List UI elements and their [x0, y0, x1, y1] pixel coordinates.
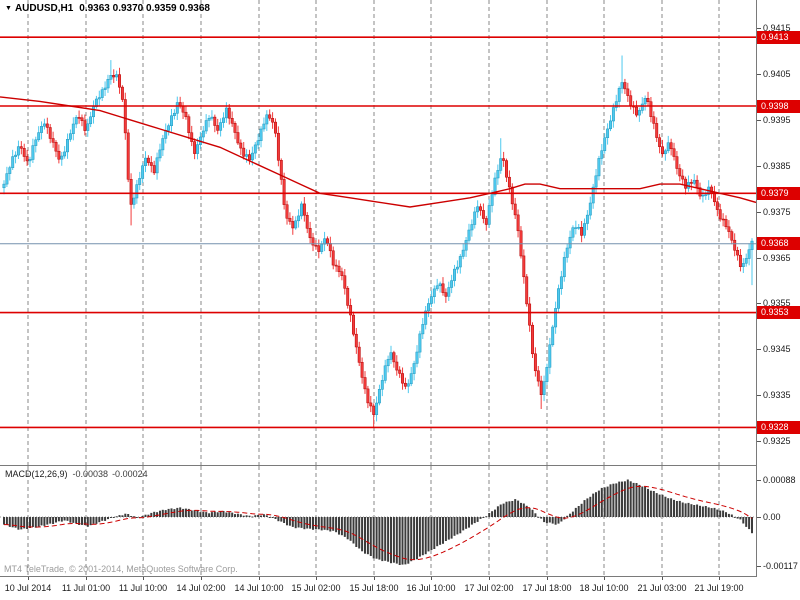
price-tick-label: 0.9365 [763, 253, 791, 263]
grid-lines [27, 0, 720, 465]
price-tick-label: 0.9405 [763, 69, 791, 79]
price-axis-tickmark [757, 212, 761, 213]
price-axis-tickmark [757, 120, 761, 121]
time-axis[interactable]: 10 Jul 2014 11 Jul 01:00 11 Jul 10:00 14 Ju… [0, 577, 800, 600]
macd-tick-label: 0.00088 [763, 475, 796, 485]
time-axis-label: 17 Jul 02:00 [464, 583, 514, 593]
time-axis-tickmark [662, 577, 663, 580]
candlesticks [2, 55, 754, 428]
time-axis-label: 14 Jul 10:00 [234, 583, 284, 593]
copyright-text: MT4 TeleTrade, © 2001-2014, MetaQuotes S… [4, 564, 238, 574]
price-level-badge: 0.9413 [757, 31, 800, 44]
macd-tick-label: 0.00 [763, 512, 781, 522]
time-axis-tickmark [719, 577, 720, 580]
time-axis-tickmark [28, 577, 29, 580]
price-chart-area[interactable]: ▼ AUDUSD,H1 0.9363 0.9370 0.9359 0.9368 [0, 0, 756, 466]
time-axis-label: 18 Jul 10:00 [579, 583, 629, 593]
price-level-badge: 0.9398 [757, 100, 800, 113]
time-axis-label: 14 Jul 02:00 [176, 583, 226, 593]
time-axis-tickmark [143, 577, 144, 580]
price-tick-label: 0.9395 [763, 115, 791, 125]
price-tick-label: 0.9355 [763, 298, 791, 308]
price-tick-label: 0.9415 [763, 23, 791, 33]
price-tick-label: 0.9375 [763, 207, 791, 217]
price-axis-tickmark [757, 441, 761, 442]
price-tick-label: 0.9345 [763, 344, 791, 354]
time-axis-tickmark [374, 577, 375, 580]
macd-indicator-panel[interactable]: MACD(12,26,9) -0.00038 -0.00024 MT4 TeleTr… [0, 466, 756, 577]
macd-signal-value: -0.00024 [112, 469, 148, 479]
horizontal-level-lines[interactable] [0, 36, 756, 429]
time-axis-label: 15 Jul 02:00 [291, 583, 341, 593]
macd-name: MACD(12,26,9) [5, 469, 68, 479]
time-axis-tickmark [489, 577, 490, 580]
price-tick-label: 0.9325 [763, 436, 791, 446]
collapse-triangle-icon[interactable]: ▼ [5, 5, 12, 12]
price-axis-tickmark [757, 28, 761, 29]
price-axis-tickmark [757, 349, 761, 350]
price-level-badge: 0.9353 [757, 306, 800, 319]
macd-indicator-label: MACD(12,26,9) -0.00038 -0.00024 [5, 469, 148, 479]
price-level-badge: 0.9328 [757, 421, 800, 434]
time-axis-tickmark [259, 577, 260, 580]
price-level-badge: 0.9368 [757, 237, 800, 250]
macd-axis-tickmark [757, 480, 761, 481]
price-axis-tickmark [757, 395, 761, 396]
price-axis[interactable]: 0.9415 0.9405 0.9395 0.9385 0.9375 0.9365 0.93… [756, 0, 800, 577]
time-axis-label: 21 Jul 03:00 [637, 583, 687, 593]
macd-axis-tickmark [757, 566, 761, 567]
time-axis-tickmark [201, 577, 202, 580]
time-axis-label: 11 Jul 10:00 [118, 583, 168, 593]
price-chart-canvas[interactable] [0, 0, 756, 465]
macd-canvas[interactable] [0, 466, 756, 576]
price-level-badge: 0.9379 [757, 187, 800, 200]
price-axis-tickmark [757, 74, 761, 75]
price-axis-tickmark [757, 303, 761, 304]
time-axis-label: 16 Jul 10:00 [406, 583, 456, 593]
macd-main-value: -0.00038 [72, 469, 109, 479]
moving-average-line[interactable] [0, 96, 756, 208]
macd-histogram [3, 479, 753, 565]
macd-tick-label: -0.00117 [763, 561, 798, 571]
time-axis-label: 21 Jul 19:00 [694, 583, 744, 593]
time-axis-tickmark [316, 577, 317, 580]
price-axis-tickmark [757, 166, 761, 167]
time-axis-tickmark [547, 577, 548, 580]
chart-header: ▼ AUDUSD,H1 0.9363 0.9370 0.9359 0.9368 [5, 3, 210, 14]
time-axis-label: 17 Jul 18:00 [522, 583, 572, 593]
time-axis-tickmark [604, 577, 605, 580]
time-axis-label: 10 Jul 2014 [4, 583, 52, 593]
price-axis-tickmark [757, 258, 761, 259]
time-axis-label: 15 Jul 18:00 [349, 583, 399, 593]
macd-axis-tickmark [757, 517, 761, 518]
time-axis-tickmark [431, 577, 432, 580]
price-tick-label: 0.9335 [763, 390, 791, 400]
time-axis-tickmark [86, 577, 87, 580]
ohlc-quote-values: 0.9363 0.9370 0.9359 0.9368 [79, 3, 210, 14]
price-tick-label: 0.9385 [763, 161, 791, 171]
time-axis-label: 11 Jul 01:00 [61, 583, 111, 593]
symbol-period-label: AUDUSD,H1 [14, 3, 74, 14]
